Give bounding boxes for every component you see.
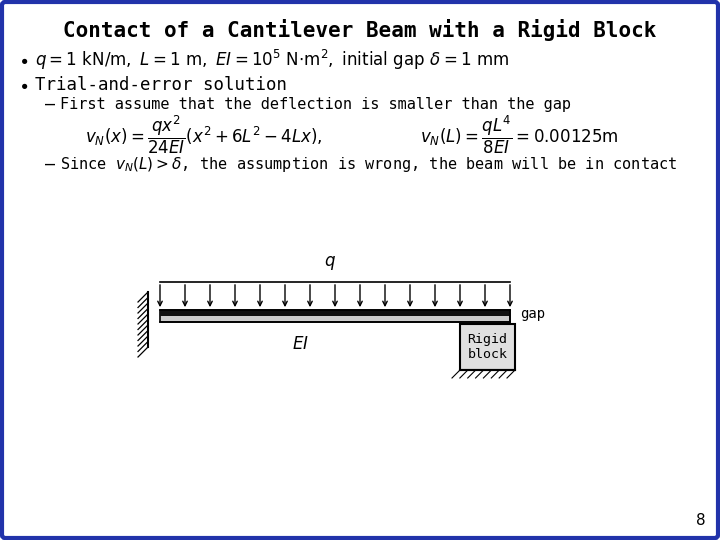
Text: $\bullet$: $\bullet$ [18,51,28,69]
Bar [460,324,515,370]
Text: Rigid
block: Rigid block [467,333,508,361]
Text: First assume that the deflection is smaller than the gap: First assume that the deflection is smal… [60,98,571,112]
Text: Contact of a Cantilever Beam with a Rigid Block: Contact of a Cantilever Beam with a Rigi… [63,19,657,41]
Text: $EI$: $EI$ [292,335,308,353]
Text: Since $v_N(L) > \delta$, the assumption is wrong, the beam will be in contact: Since $v_N(L) > \delta$, the assumption … [60,156,678,174]
Text: $v_N(x) = \dfrac{qx^2}{24EI}(x^2 + 6L^2 - 4Lx),$: $v_N(x) = \dfrac{qx^2}{24EI}(x^2 + 6L^2 … [85,114,323,156]
Bar [160,310,510,316]
Text: –: – [45,96,55,114]
Text: $q$: $q$ [324,254,336,272]
Bar [160,310,510,322]
Text: Trial-and-error solution: Trial-and-error solution [35,76,287,94]
Text: 8: 8 [696,513,706,528]
Text: –: – [45,156,55,174]
Text: $v_N(L) = \dfrac{qL^4}{8EI} = 0.00125\mathrm{m}$: $v_N(L) = \dfrac{qL^4}{8EI} = 0.00125\ma… [420,114,618,156]
Text: $q = 1\ \mathrm{kN/m},\ L = 1\ \mathrm{m},\ \mathit{EI} = 10^5\ \mathrm{N{\cdot}: $q = 1\ \mathrm{kN/m},\ L = 1\ \mathrm{m… [35,48,509,72]
Text: gap: gap [520,307,545,321]
Text: $\bullet$: $\bullet$ [18,76,28,94]
